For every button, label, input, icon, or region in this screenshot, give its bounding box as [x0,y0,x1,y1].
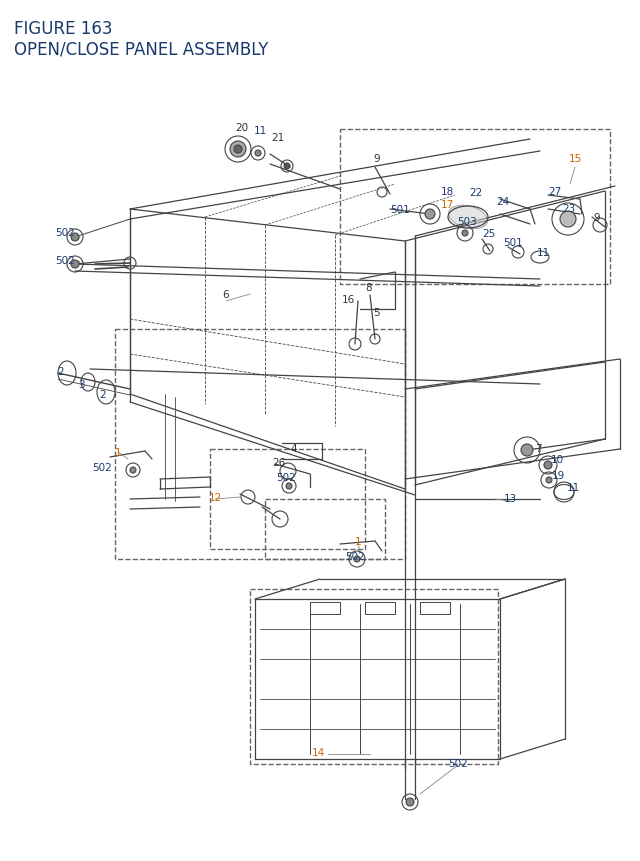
Circle shape [521,444,533,456]
Text: 502: 502 [55,256,75,266]
Bar [210,449,365,549]
Text: 13: 13 [504,493,516,504]
Text: 17: 17 [440,200,454,210]
Text: OPEN/CLOSE PANEL ASSEMBLY: OPEN/CLOSE PANEL ASSEMBLY [14,40,268,58]
Bar [265,499,385,560]
Circle shape [406,798,414,806]
Circle shape [560,212,576,228]
Text: FIGURE 163: FIGURE 163 [14,20,113,38]
Text: 7: 7 [534,443,541,454]
Text: 22: 22 [469,188,483,198]
Text: 4: 4 [291,443,298,454]
Text: 14: 14 [312,747,324,757]
Text: 23: 23 [563,204,575,214]
Text: 27: 27 [548,187,562,197]
Text: 502: 502 [55,228,75,238]
Circle shape [546,478,552,483]
Bar [310,603,340,614]
Ellipse shape [449,206,488,230]
Circle shape [255,151,261,157]
Bar [365,603,395,614]
Text: 502: 502 [276,473,296,482]
Text: 6: 6 [223,289,229,300]
Text: 20: 20 [236,123,248,133]
Text: 10: 10 [550,455,564,464]
Bar [340,130,610,285]
Text: 1: 1 [355,536,362,547]
Text: 1: 1 [115,448,122,457]
Text: 5: 5 [374,307,380,318]
Text: 503: 503 [457,217,477,226]
Text: 8: 8 [365,282,372,293]
Circle shape [230,142,246,158]
Circle shape [284,164,290,170]
Circle shape [462,231,468,237]
Circle shape [71,233,79,242]
Text: 11: 11 [253,126,267,136]
Text: 3: 3 [77,380,84,389]
Text: 12: 12 [209,492,221,503]
Text: 11: 11 [536,248,550,257]
Circle shape [286,483,292,489]
Text: 501: 501 [390,205,410,214]
Circle shape [234,146,242,154]
Circle shape [544,461,552,469]
Text: 15: 15 [568,154,582,164]
Text: 21: 21 [271,133,285,143]
Text: 502: 502 [345,551,365,561]
Text: 502: 502 [448,759,468,768]
Text: 2: 2 [100,389,106,400]
Text: 18: 18 [440,187,454,197]
Text: 9: 9 [374,154,380,164]
Text: 24: 24 [497,197,509,207]
Bar [420,603,450,614]
Text: 19: 19 [552,470,564,480]
Text: 502: 502 [92,462,112,473]
Circle shape [425,210,435,220]
Text: 25: 25 [483,229,495,238]
Text: 11: 11 [566,482,580,492]
Circle shape [354,556,360,562]
Bar [250,589,498,764]
Circle shape [71,261,79,269]
Text: 9: 9 [594,213,600,223]
Text: 16: 16 [341,294,355,305]
Text: 26: 26 [273,457,285,468]
Text: 501: 501 [503,238,523,248]
Circle shape [130,468,136,474]
Bar [115,330,405,560]
Text: 2: 2 [58,367,64,376]
